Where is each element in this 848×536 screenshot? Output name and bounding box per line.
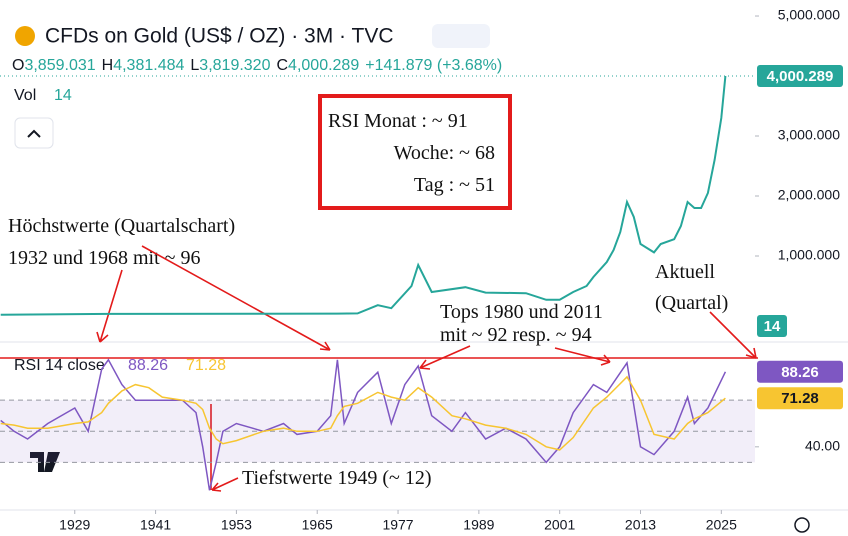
annotation-arrows [0, 245, 758, 492]
ohlc-key: L [190, 57, 199, 74]
ohlc-row: O 3,859.031 H 4,381.484 L 3,819.320 C 4,000.289… [12, 57, 502, 74]
annotation-text: Tiefstwerte 1949 (~ 12) [242, 467, 432, 489]
settings-icon[interactable] [794, 517, 810, 533]
x-tick-label: 2001 [544, 517, 575, 533]
symbol-title: CFDs on Gold (US$ / OZ) · 3M · TVC [45, 25, 394, 48]
ohlc-value: 3,819.320 [199, 57, 270, 74]
annotation-text: Woche: ~ 68 [394, 142, 495, 164]
symbol-icon [15, 26, 35, 46]
annotation-text: RSI Monat : ~ 91 [328, 110, 468, 132]
ohlc-key: C [276, 57, 288, 74]
x-tick-label: 1941 [140, 517, 171, 533]
annotation-text: 1932 und 1968 mit ~ 96 [8, 247, 201, 269]
annotation-text: (Quartal) [655, 292, 728, 314]
last-value-label: 4,000.289 [767, 68, 834, 85]
x-tick-label: 1989 [463, 517, 494, 533]
rsi-ma-value: 71.28 [186, 357, 226, 374]
annotation-text: Tag : ~ 51 [414, 174, 495, 196]
last-value-badge [757, 387, 843, 410]
series-line [0, 75, 727, 316]
series-line [0, 375, 726, 451]
annotation-text: Aktuell [655, 261, 715, 283]
vol-badge [757, 315, 787, 337]
y-tick-label: 40.00 [805, 438, 840, 454]
y-tick-label: 1,000.000 [778, 247, 840, 263]
last-value-label: 71.28 [781, 390, 819, 407]
y-tick-label: 5,000.000 [778, 7, 840, 23]
tv-logo [30, 452, 60, 472]
x-tick-label: 1953 [221, 517, 252, 533]
vol-label: Vol [14, 87, 36, 104]
ohlc-value: 4,000.289 [288, 57, 359, 74]
status-buttons[interactable] [432, 24, 490, 48]
x-tick-label: 1929 [59, 517, 90, 533]
series-line [0, 358, 727, 491]
collapse-icon [27, 129, 41, 138]
x-tick-label: 1977 [382, 517, 413, 533]
annotation-box [318, 94, 512, 210]
change: +141.879 (+3.68%) [365, 57, 502, 74]
vol-badge-label: 14 [764, 318, 781, 335]
ohlc-value: 4,381.484 [113, 57, 184, 74]
ohlc-key: O [12, 57, 24, 74]
last-value-badge [757, 360, 843, 383]
last-value-label: 88.26 [781, 364, 819, 381]
x-tick-label: 2025 [706, 517, 737, 533]
annotation-text: Höchstwerte (Quartalschart) [8, 215, 235, 237]
rsi-band [0, 400, 755, 463]
ohlc-value: 3,859.031 [24, 57, 95, 74]
vol-value: 14 [54, 87, 72, 104]
x-tick-label: 1965 [302, 517, 333, 533]
last-value-badge [757, 64, 843, 87]
annotation-text: Tops 1980 und 2011 [440, 301, 603, 323]
y-tick-label: 3,000.000 [778, 127, 840, 143]
y-tick-label: 2,000.000 [778, 187, 840, 203]
collapse-button[interactable] [14, 117, 54, 149]
x-tick-label: 2013 [625, 517, 656, 533]
rsi-label: RSI 14 close [14, 357, 105, 374]
ohlc-key: H [102, 57, 114, 74]
annotation-text: mit ~ 92 resp. ~ 94 [440, 324, 592, 346]
rsi-value: 88.26 [128, 357, 168, 374]
